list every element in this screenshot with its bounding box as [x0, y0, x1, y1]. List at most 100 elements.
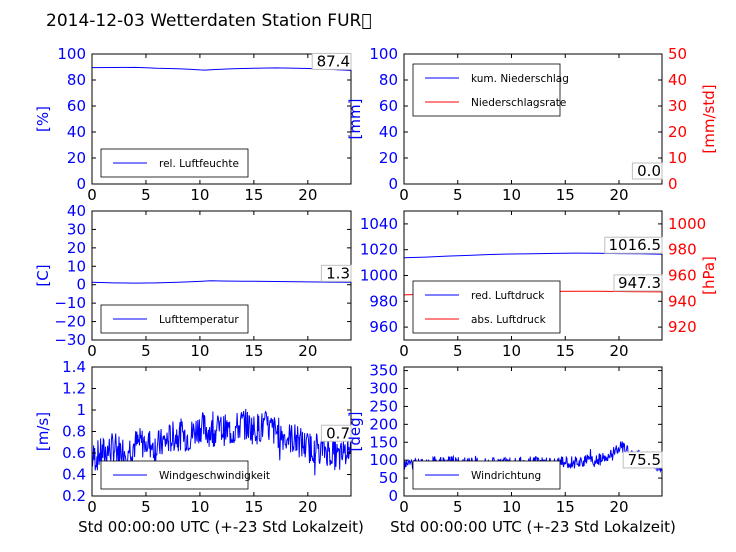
- y2-tick-label: 920: [668, 318, 697, 336]
- y-tick-label: 20: [379, 149, 398, 167]
- y-tick-label: 1: [76, 401, 86, 419]
- y2-tick-label: 980: [668, 241, 697, 259]
- y2-tick-label: 50: [668, 45, 687, 63]
- y-tick-label: 20: [67, 149, 86, 167]
- y-tick-label: 0: [388, 487, 398, 505]
- y2-tick-label: 30: [668, 97, 687, 115]
- y-tick-label: 1040: [360, 215, 398, 233]
- plot-frame: [403, 366, 663, 497]
- last-value-box: [320, 424, 352, 442]
- panel-pressure: 0 5 10 15 20 960 980 1000 1020 1040 920 940 960 980 10…: [360, 210, 718, 360]
- last-value-label: 0.7: [326, 424, 350, 442]
- y-tick-label: 100: [369, 45, 398, 63]
- last-value-box: [604, 236, 663, 254]
- y2-axis-label: [hPa]: [700, 256, 718, 295]
- legend-entry: Windgeschwindigkeit: [159, 470, 270, 482]
- y-tick-label: 30: [67, 220, 86, 238]
- y-tick-label: 0: [388, 175, 398, 193]
- y-tick-label: 1000: [360, 267, 398, 285]
- x-tick-label: 15: [556, 186, 575, 204]
- x-tick-label: 15: [244, 186, 263, 204]
- x-tick-label: 10: [502, 186, 521, 204]
- y2-tick-label: 40: [668, 71, 687, 89]
- x-tick-label: 5: [453, 498, 463, 516]
- x-tick-label: 20: [609, 342, 628, 360]
- x-tick-label: 0: [399, 186, 409, 204]
- y-tick-label: 10: [67, 257, 86, 275]
- y-tick-label: 20: [67, 239, 86, 257]
- y-tick-label: 60: [67, 97, 86, 115]
- last-value-label: 75.5: [628, 451, 661, 469]
- legend-entry: Lufttemperatur: [159, 314, 239, 326]
- y-tick-label: 40: [67, 123, 86, 141]
- page-title: 2014-12-03 Wetterdaten Station FUR : [46, 11, 372, 31]
- y-tick-label: 100: [57, 45, 86, 63]
- panel-humidity: 0 5 10 15 20 0 20 40 60 80 100 [%] 87.4 rel. Luftfeuc…: [34, 45, 352, 204]
- x-tick-label: 5: [141, 186, 151, 204]
- y2-tick-label: 0: [668, 175, 678, 193]
- y2-tick-label: 10: [668, 149, 687, 167]
- x-tick-label: 5: [453, 342, 463, 360]
- last-value-label: 1016.5: [609, 236, 662, 254]
- y2-axis-label: [mm/std]: [700, 84, 718, 153]
- x-tick-label: 0: [399, 498, 409, 516]
- x-tick-label: 5: [141, 342, 151, 360]
- last-value-box: [320, 264, 352, 282]
- last-value-box: [613, 274, 663, 292]
- y-axis-label: [C]: [34, 264, 52, 286]
- legend: [100, 148, 249, 178]
- last-value-box: [311, 52, 352, 70]
- y-tick-label: 60: [379, 97, 398, 115]
- y2-tick-label: 1000: [668, 215, 706, 233]
- legend: [412, 280, 561, 334]
- last-value-label: 947.3: [618, 274, 661, 292]
- legend-entry: red. Luftdruck: [471, 290, 545, 302]
- x-tick-label: 20: [609, 498, 628, 516]
- series-line-lufttemperatur: [91, 280, 352, 284]
- last-value-label: 0.0: [637, 162, 661, 180]
- legend: [412, 63, 561, 117]
- last-value-box: [631, 162, 663, 180]
- y2-tick-label: 20: [668, 123, 687, 141]
- x-tick-label: 10: [190, 342, 209, 360]
- x-tick-label: 0: [87, 498, 97, 516]
- y-tick-label: 300: [369, 380, 398, 398]
- y-tick-label: 0: [76, 276, 86, 294]
- y-tick-label: 0.4: [62, 466, 86, 484]
- y-tick-label: 1.4: [62, 358, 86, 376]
- x-tick-label: 0: [399, 342, 409, 360]
- x-tick-label: 10: [190, 186, 209, 204]
- series-line-rel-luftfeuchte: [91, 66, 352, 71]
- y-tick-label: 40: [67, 202, 86, 220]
- y-tick-label: 80: [379, 71, 398, 89]
- x-tick-label: 20: [298, 498, 317, 516]
- series-line-windgeschwindigkeit: [91, 408, 352, 476]
- plot-frame: [91, 53, 352, 185]
- y-tick-label: 80: [67, 71, 86, 89]
- x-tick-label: 15: [556, 498, 575, 516]
- y-tick-label: 1020: [360, 241, 398, 259]
- y-tick-label: 100: [369, 451, 398, 469]
- y-axis-label: [m/s]: [34, 412, 52, 451]
- panel-windspeed: 0 5 10 15 20 0.2 0.4 0.6 0.8 1 1.2 1.4 [m/s] 0.7 Windg…: [34, 358, 352, 516]
- x-tick-label: 0: [87, 186, 97, 204]
- y-tick-label: −20: [54, 313, 86, 331]
- y-tick-label: 200: [369, 415, 398, 433]
- x-tick-label: 15: [244, 342, 263, 360]
- x-tick-label: 5: [453, 186, 463, 204]
- panel-winddir: 0 5 10 15 20050100150200250300350[deg]75.5Wi…: [346, 362, 663, 516]
- legend-entry: Niederschlagsrate: [471, 97, 566, 109]
- legend-entry: Windrichtung: [471, 470, 541, 482]
- y-tick-label: 250: [369, 397, 398, 415]
- x-tick-label: 10: [502, 498, 521, 516]
- y-tick-label: 50: [379, 469, 398, 487]
- y2-tick-label: 960: [668, 267, 697, 285]
- y-tick-label: 0.8: [62, 423, 86, 441]
- y-axis-label: [mm]: [346, 99, 364, 140]
- y-tick-label: 350: [369, 362, 398, 380]
- x-tick-label: 10: [190, 498, 209, 516]
- y-tick-label: 1.2: [62, 380, 86, 398]
